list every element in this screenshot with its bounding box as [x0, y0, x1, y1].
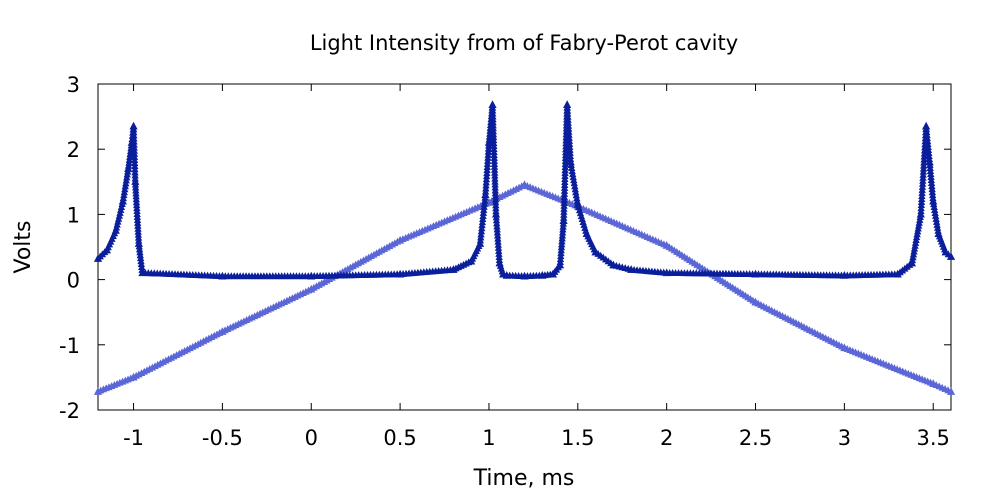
data-point — [946, 252, 956, 260]
data-point — [946, 387, 956, 395]
x-tick-label: 1.5 — [561, 426, 594, 450]
series-1 — [93, 180, 956, 395]
chart-title: Light Intensity from of Fabry-Perot cavi… — [310, 31, 738, 55]
y-tick-label: 2 — [67, 138, 80, 162]
x-tick-label: 3 — [838, 426, 851, 450]
x-tick-label: -1 — [123, 426, 144, 450]
x-axis-label: Time, ms — [473, 466, 575, 491]
x-axis: -1 -0.5 0 0.5 1 1.5 2 2.5 3 3.5 — [123, 84, 950, 450]
x-tick-label: 2.5 — [739, 426, 772, 450]
plot-frame — [97, 83, 952, 411]
y-axis-label: Volts — [11, 220, 36, 273]
x-tick-label: 3.5 — [917, 426, 950, 450]
plot-area — [97, 83, 952, 411]
x-tick-label: 0 — [305, 426, 318, 450]
x-tick-label: 1 — [482, 426, 495, 450]
y-tick-label: -1 — [59, 334, 80, 358]
y-tick-label: 0 — [67, 269, 80, 293]
y-tick-label: -2 — [59, 399, 80, 423]
series-2 — [93, 100, 956, 280]
x-tick-label: -0.5 — [202, 426, 243, 450]
y-tick-label: 1 — [67, 203, 80, 227]
x-tick-label: 2 — [660, 426, 673, 450]
series-layer — [93, 100, 956, 395]
y-axis: -2 -1 0 1 2 3 — [59, 73, 951, 423]
x-tick-label: 0.5 — [383, 426, 416, 450]
y-tick-label: 3 — [67, 73, 80, 97]
